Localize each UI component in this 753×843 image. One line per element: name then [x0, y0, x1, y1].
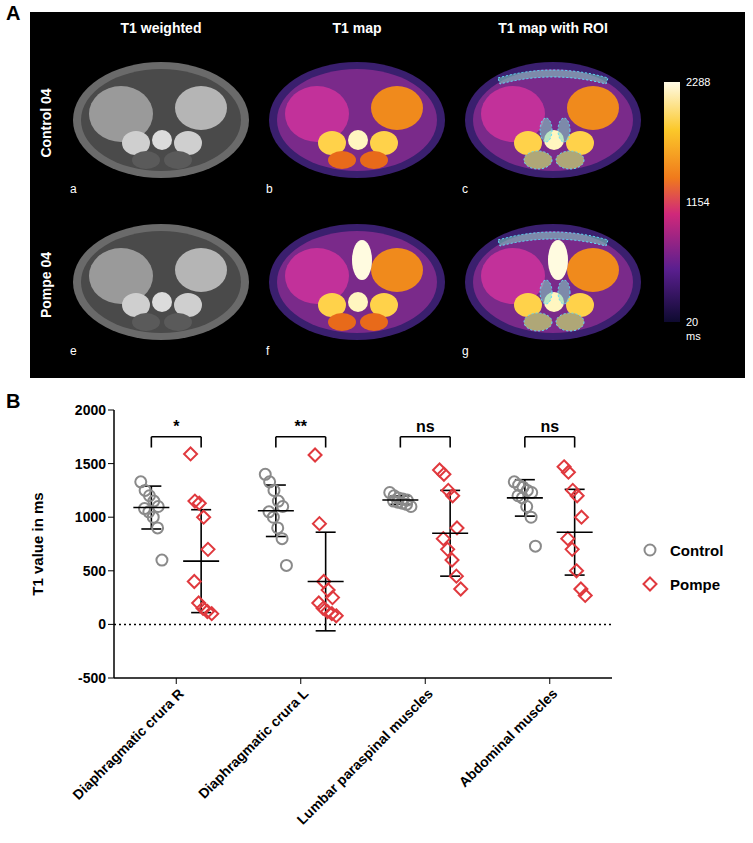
html-text:Control 04: Control 04 [38, 88, 54, 158]
svg-text:**: ** [295, 418, 308, 435]
svg-text:ns: ns [416, 418, 435, 435]
html-text:T1 map: T1 map [332, 20, 382, 36]
html-text:Pompe: Pompe [670, 575, 720, 593]
svg-text:Lumbar paraspinal muscles: Lumbar paraspinal muscles [294, 685, 436, 827]
html-text:T1 map with ROI: T1 map with ROI [498, 20, 608, 36]
svg-text:500: 500 [83, 563, 107, 579]
svg-text:a: a [70, 182, 77, 196]
svg-text:20: 20 [686, 316, 698, 328]
svg-text:T1 value in ms: T1 value in ms [29, 492, 46, 595]
svg-text:g: g [462, 344, 469, 358]
svg-text:1154: 1154 [686, 196, 710, 208]
svg-text:1000: 1000 [75, 509, 106, 525]
svg-text:-500: -500 [78, 670, 106, 686]
svg-text:Diaphragmatic crura L: Diaphragmatic crura L [195, 685, 312, 802]
svg-text:ms: ms [686, 330, 701, 342]
svg-text:2000: 2000 [75, 402, 106, 418]
svg-text:f: f [266, 344, 270, 358]
svg-text:1500: 1500 [75, 456, 106, 472]
svg-text:Abdominal muscles: Abdominal muscles [456, 685, 561, 790]
svg-text:ns: ns [540, 418, 559, 435]
svg-text:b: b [266, 182, 273, 196]
svg-text:2288: 2288 [686, 76, 710, 88]
html-text:A: A [6, 2, 21, 24]
svg-text:*: * [173, 418, 180, 435]
svg-text:0: 0 [98, 616, 106, 632]
html-text:T1 weighted: T1 weighted [120, 20, 202, 36]
html-text:B: B [6, 390, 21, 412]
html-text:Pompe 04: Pompe 04 [38, 251, 54, 319]
svg-text:c: c [462, 182, 468, 196]
svg-text:Diaphragmatic crura R: Diaphragmatic crura R [69, 685, 187, 803]
svg-text:e: e [70, 344, 77, 358]
html-text:Control: Control [670, 541, 724, 559]
